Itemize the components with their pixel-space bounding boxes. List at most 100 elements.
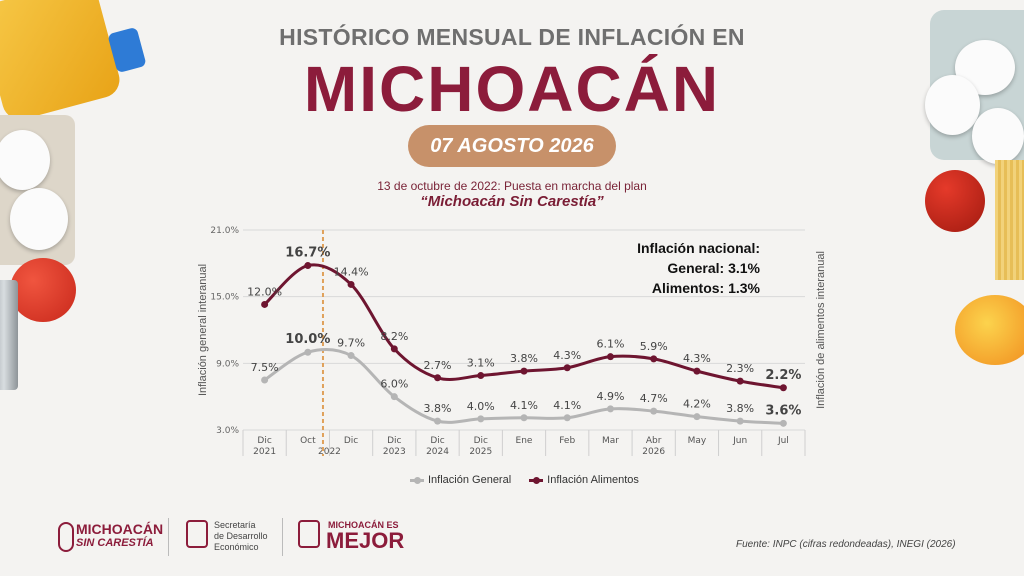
y-tick-label: 15.0% xyxy=(210,293,239,303)
x-tick-label: Dic xyxy=(387,436,401,446)
x-year-label: 2026 xyxy=(642,447,665,457)
food-data-point xyxy=(606,353,614,361)
page-title-line1: HISTÓRICO MENSUAL DE INFLACIÓN EN xyxy=(279,24,745,50)
general-data-point xyxy=(261,376,269,384)
tomato-image xyxy=(10,258,76,322)
food-data-label: 6.1% xyxy=(596,338,624,351)
x-tick-label: Dic xyxy=(257,436,271,446)
food-data-label: 3.1% xyxy=(467,357,495,370)
x-tick-label: Oct xyxy=(300,436,316,446)
general-data-label: 4.7% xyxy=(640,392,668,405)
national-inflation-title: Inflación nacional: xyxy=(637,240,760,256)
general-data-point xyxy=(347,352,355,360)
general-data-label: 3.6% xyxy=(765,403,801,418)
food-data-label: 5.9% xyxy=(640,340,668,353)
food-data-label: 12.0% xyxy=(247,285,282,298)
general-data-point xyxy=(779,419,787,427)
food-data-point xyxy=(736,377,744,385)
x-tick-label: Jun xyxy=(732,436,747,446)
x-tick-label: Dic xyxy=(474,436,488,446)
logo1-line2: SIN CARESTÍA xyxy=(76,537,154,549)
food-data-point xyxy=(434,374,442,382)
chart-legend: Inflación General Inflación Alimentos xyxy=(410,474,639,486)
page-title-line2: MICHOACÁN xyxy=(303,53,721,125)
food-data-label: 4.3% xyxy=(553,349,581,362)
general-data-label: 4.9% xyxy=(596,390,624,403)
x-year-label: 2024 xyxy=(426,447,449,457)
general-data-point xyxy=(563,414,571,422)
michoacan-logo-icon xyxy=(58,522,74,552)
general-data-label: 3.8% xyxy=(726,402,754,415)
y-tick-label: 9.0% xyxy=(216,359,239,369)
logo3-big: MEJOR xyxy=(326,528,405,553)
x-tick-label: Mar xyxy=(602,436,619,446)
shield-icon xyxy=(298,520,320,548)
y-tick-label: 3.0% xyxy=(216,426,239,436)
general-data-label: 9.7% xyxy=(337,337,365,350)
x-tick-label: Ene xyxy=(516,436,533,446)
mango-image xyxy=(955,295,1024,365)
plan-name: “Michoacán Sin Carestía” xyxy=(420,193,604,210)
general-data-point xyxy=(650,407,658,415)
x-year-label: 2025 xyxy=(469,447,492,457)
plan-note: 13 de octubre de 2022: Puesta en marcha … xyxy=(377,179,647,193)
egg-image xyxy=(0,130,50,190)
legend-swatch-food xyxy=(529,476,544,484)
x-tick-label: Abr xyxy=(646,436,662,446)
date-badge: 07 AGOSTO 2026 xyxy=(408,125,616,167)
general-data-point xyxy=(606,405,614,413)
legend-label-general: Inflación General xyxy=(428,474,512,486)
egg-image xyxy=(10,188,68,250)
sde-logo: Secretaría de Desarrollo Económico xyxy=(214,520,268,553)
logo1-line1: MICHOACÁN xyxy=(76,521,164,537)
food-data-label: 3.8% xyxy=(510,352,538,365)
general-data-point xyxy=(390,393,398,401)
food-data-label: 16.7% xyxy=(285,246,330,261)
source-note: Fuente: INPC (cifras redondeadas), INEGI… xyxy=(736,539,956,550)
food-data-label: 2.3% xyxy=(726,362,754,375)
food-data-point xyxy=(347,280,355,288)
general-data-point xyxy=(304,348,312,356)
food-data-label: 4.3% xyxy=(683,352,711,365)
food-data-label: 2.7% xyxy=(424,359,452,372)
general-data-label: 4.0% xyxy=(467,400,495,413)
apple-image xyxy=(925,170,985,232)
national-inflation-general: General: 3.1% xyxy=(667,260,760,276)
general-data-label: 4.2% xyxy=(683,398,711,411)
pasta-image xyxy=(995,160,1024,280)
egg-image xyxy=(925,75,980,135)
general-data-point xyxy=(477,415,485,423)
divider xyxy=(168,518,169,556)
michoacan-sin-carestia-logo: MICHOACÁN SIN CARESTÍA xyxy=(58,522,163,550)
general-data-label: 3.8% xyxy=(424,402,452,415)
food-data-point xyxy=(520,367,528,375)
food-data-label: 2.2% xyxy=(765,368,801,383)
legend-label-food: Inflación Alimentos xyxy=(547,474,639,486)
food-data-label: 14.4% xyxy=(334,265,369,278)
x-tick-label: Dic xyxy=(344,436,358,446)
y-tick-label: 21.0% xyxy=(210,226,239,236)
food-data-point xyxy=(304,262,312,270)
general-data-label: 4.1% xyxy=(510,399,538,412)
food-data-point xyxy=(693,367,701,375)
national-inflation-food: Alimentos: 1.3% xyxy=(651,280,760,296)
general-data-point xyxy=(434,417,442,425)
y-axis-title-left: Inflación general interanual xyxy=(197,264,209,396)
x-year-label: 2022 xyxy=(318,447,341,457)
logo2-line1: Secretaría xyxy=(214,520,256,530)
x-tick-label: Jul xyxy=(777,436,789,446)
x-tick-label: May xyxy=(688,436,707,446)
logo3-top: MICHOACÁN ES xyxy=(328,520,399,530)
general-data-label: 4.1% xyxy=(553,399,581,412)
divider xyxy=(282,518,283,556)
general-data-label: 10.0% xyxy=(285,332,330,347)
logo2-line2: de Desarrollo xyxy=(214,531,268,541)
general-data-point xyxy=(693,413,701,421)
logo2-line3: Económico xyxy=(214,542,259,552)
food-data-point xyxy=(563,364,571,372)
legend-item-food: Inflación Alimentos xyxy=(529,474,639,486)
food-data-point xyxy=(477,372,485,380)
x-year-label: 2021 xyxy=(253,447,276,457)
can-image xyxy=(0,280,18,390)
